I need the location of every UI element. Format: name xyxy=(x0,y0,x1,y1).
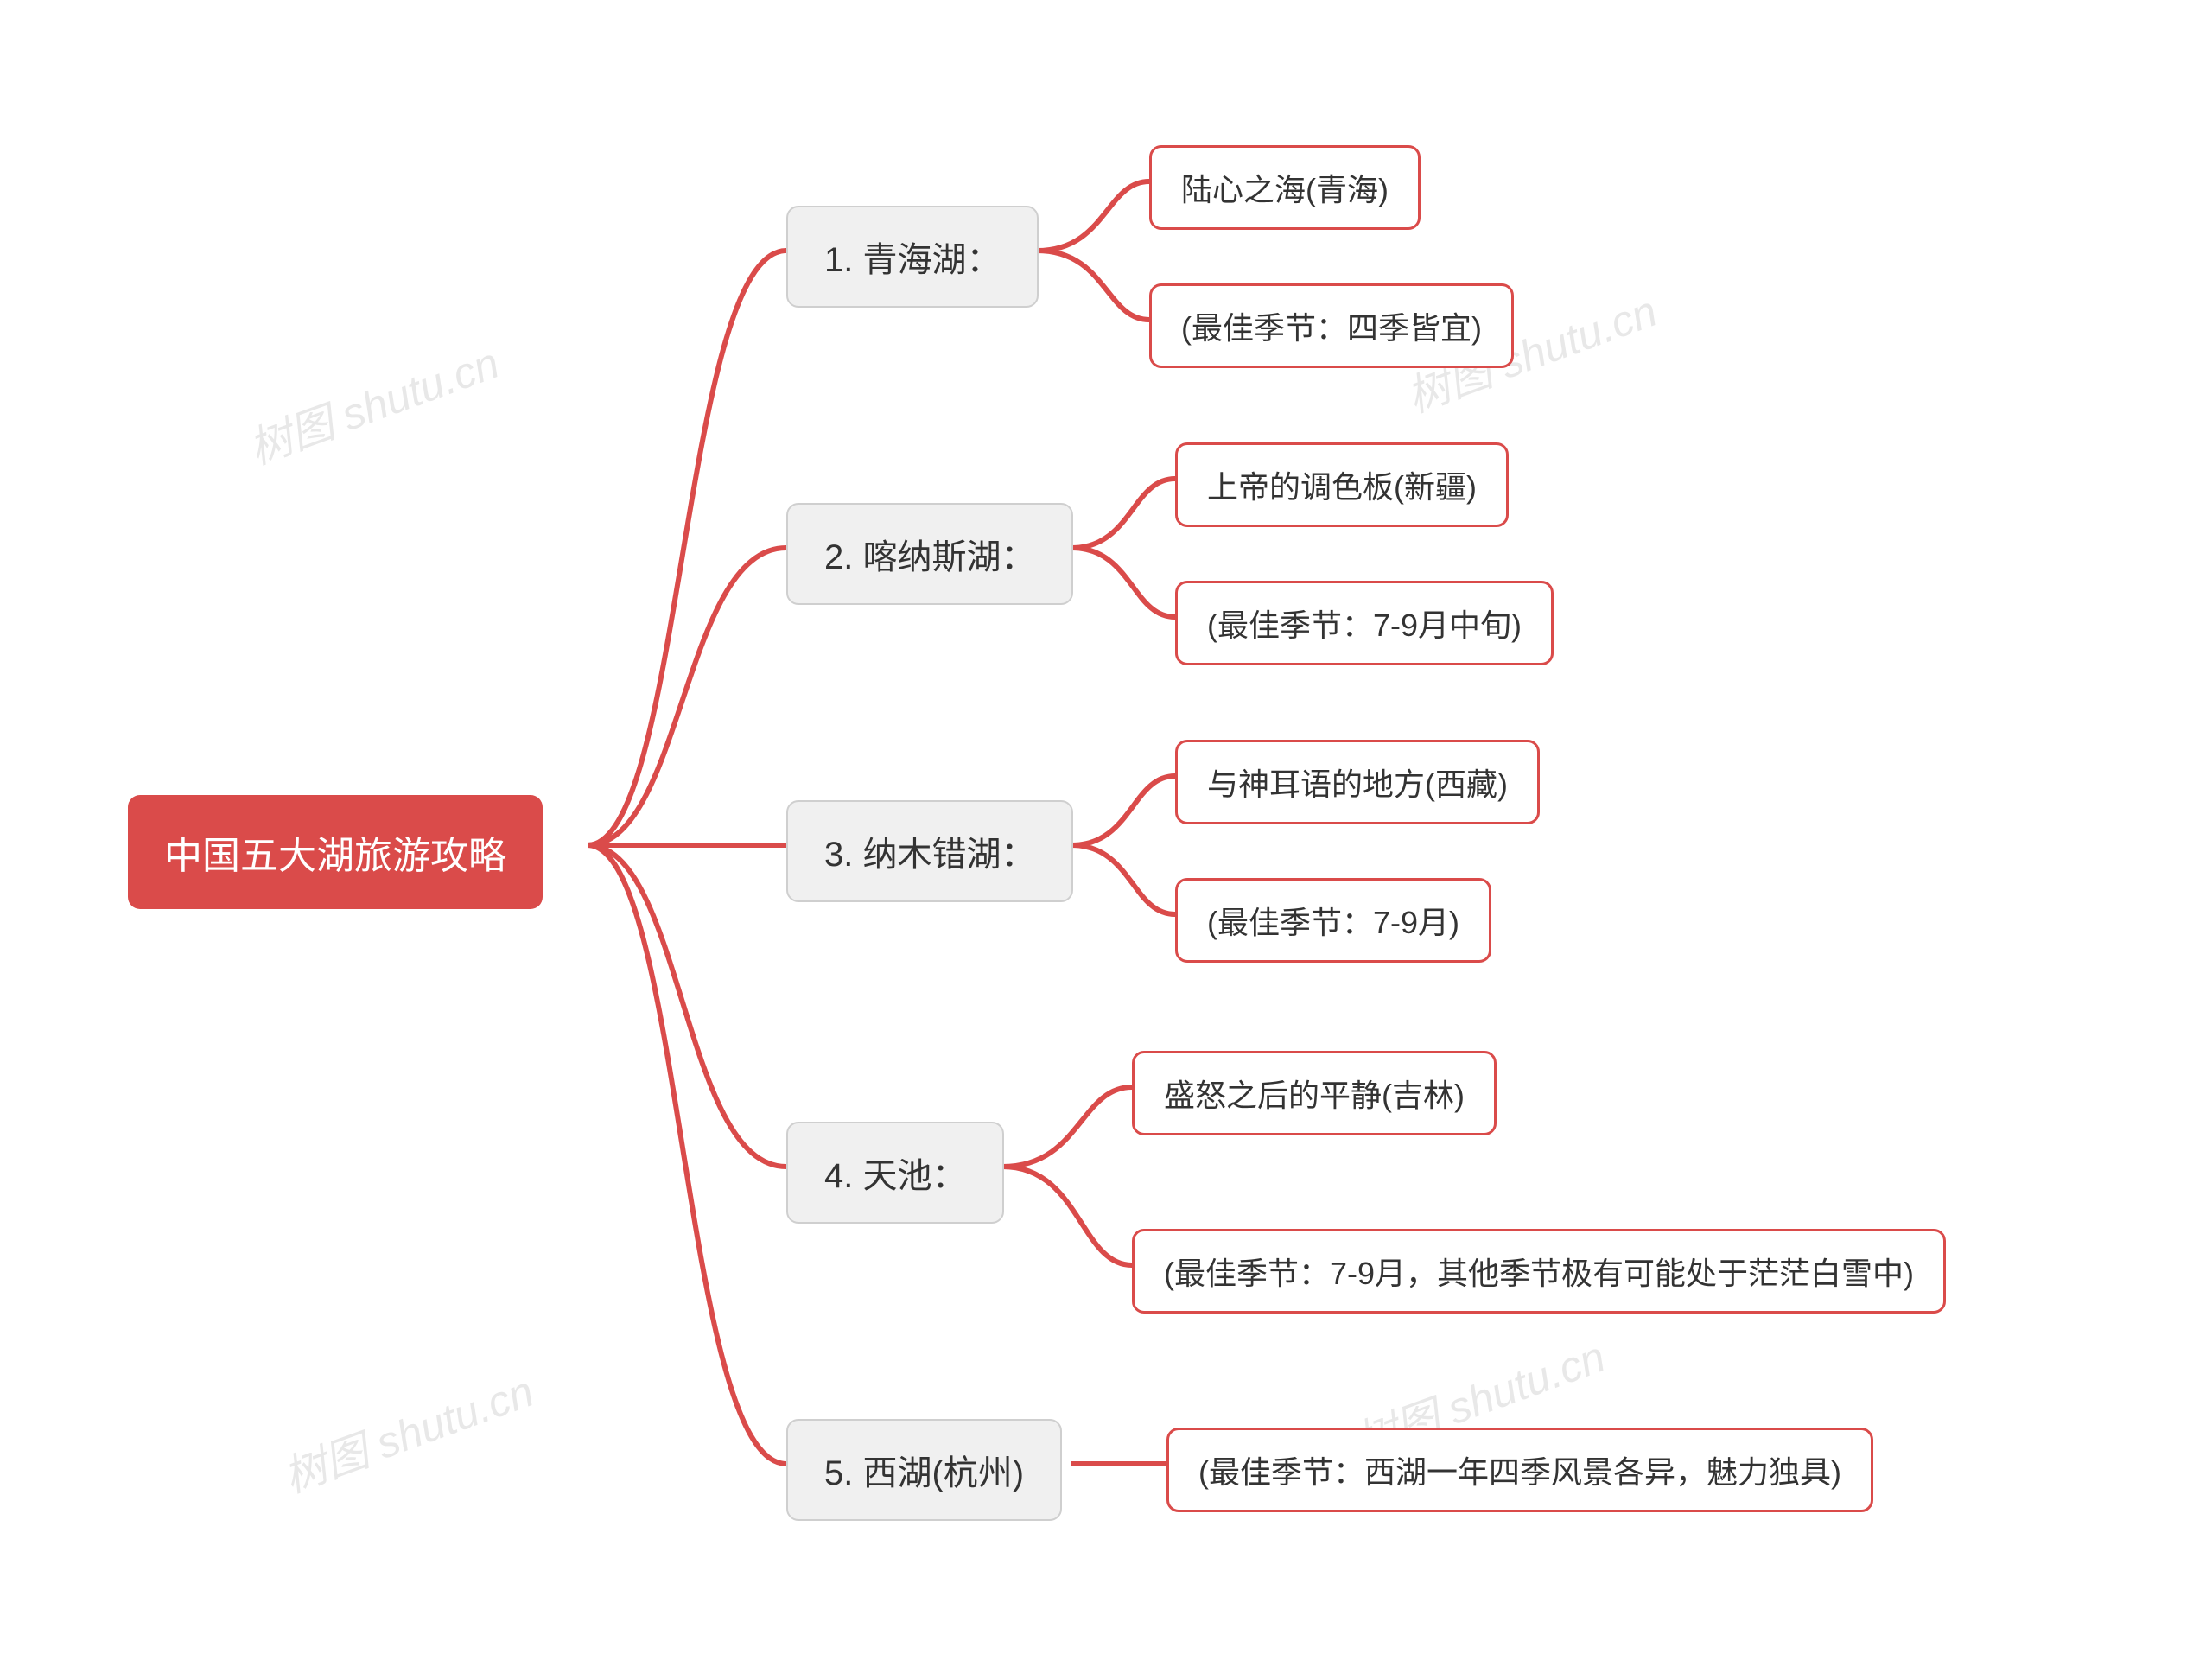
branch-label: 2. 喀纳斯湖： xyxy=(824,529,1035,579)
leaf-node-4-2[interactable]: (最佳季节：7-9月，其他季节极有可能处于茫茫白雪中) xyxy=(1132,1229,1946,1314)
leaf-label: 与神耳语的地方(西藏) xyxy=(1207,760,1508,805)
branch-label: 4. 天池： xyxy=(824,1148,966,1198)
watermark: 树图 shutu.cn xyxy=(274,1357,541,1504)
leaf-label: (最佳季节：7-9月中旬) xyxy=(1207,601,1522,646)
branch-node-5[interactable]: 5. 西湖(杭州) xyxy=(786,1419,1062,1521)
leaf-node-3-2[interactable]: (最佳季节：7-9月) xyxy=(1175,878,1491,963)
branch-node-3[interactable]: 3. 纳木错湖： xyxy=(786,800,1073,902)
branch-label: 1. 青海湖： xyxy=(824,232,1001,282)
branch-node-4[interactable]: 4. 天池： xyxy=(786,1122,1004,1224)
leaf-node-2-1[interactable]: 上帝的调色板(新疆) xyxy=(1175,442,1509,527)
leaf-node-4-1[interactable]: 盛怒之后的平静(吉林) xyxy=(1132,1051,1497,1135)
branch-label: 3. 纳木错湖： xyxy=(824,826,1035,876)
leaf-node-1-2[interactable]: (最佳季节：四季皆宜) xyxy=(1149,283,1514,368)
leaf-label: 上帝的调色板(新疆) xyxy=(1207,462,1477,507)
branch-label: 5. 西湖(杭州) xyxy=(824,1445,1024,1495)
watermark: 树图 shutu.cn xyxy=(239,328,506,476)
leaf-node-5-1[interactable]: (最佳季节：西湖一年四季风景各异，魅力独具) xyxy=(1166,1428,1873,1512)
leaf-label: (最佳季节：7-9月，其他季节极有可能处于茫茫白雪中) xyxy=(1164,1249,1914,1294)
leaf-label: (最佳季节：四季皆宜) xyxy=(1181,303,1482,348)
leaf-label: 盛怒之后的平静(吉林) xyxy=(1164,1071,1465,1116)
branch-node-2[interactable]: 2. 喀纳斯湖： xyxy=(786,503,1073,605)
leaf-label: (最佳季节：西湖一年四季风景各异，魅力独具) xyxy=(1198,1447,1841,1492)
root-node[interactable]: 中国五大湖旅游攻略 xyxy=(128,795,543,909)
leaf-node-3-1[interactable]: 与神耳语的地方(西藏) xyxy=(1175,740,1540,824)
mindmap-canvas: 树图 shutu.cn 树图 shutu.cn 树图 shutu.cn 树图 s… xyxy=(0,0,2212,1673)
leaf-node-2-2[interactable]: (最佳季节：7-9月中旬) xyxy=(1175,581,1554,665)
leaf-node-1-1[interactable]: 陆心之海(青海) xyxy=(1149,145,1421,230)
leaf-label: 陆心之海(青海) xyxy=(1181,165,1389,210)
leaf-label: (最佳季节：7-9月) xyxy=(1207,898,1459,943)
branch-node-1[interactable]: 1. 青海湖： xyxy=(786,206,1039,308)
root-label: 中国五大湖旅游攻略 xyxy=(164,824,506,880)
